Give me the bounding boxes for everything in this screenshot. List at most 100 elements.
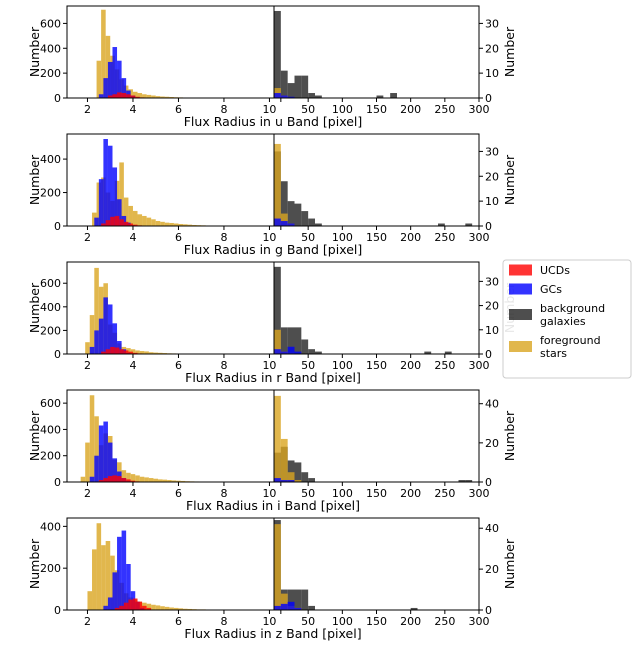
- y-tick-label: 30: [485, 145, 499, 158]
- foreground-stars-bar: [126, 472, 131, 482]
- legend-label: GCs: [540, 283, 562, 296]
- foreground-stars-bar: [160, 96, 165, 98]
- y-tick-label: 200: [40, 324, 61, 337]
- foreground-stars-bar: [176, 480, 181, 482]
- ucds-bar: [132, 224, 138, 226]
- legend-label: UCDs: [540, 264, 570, 277]
- foreground-stars-bar: [187, 608, 193, 610]
- x-tick-label: 4: [129, 359, 136, 372]
- y-tick-label: 10: [485, 67, 499, 80]
- y-tick-label: 400: [40, 301, 61, 314]
- gcs-bar: [287, 96, 295, 98]
- legend-swatch: [509, 283, 532, 295]
- gcs-bar: [103, 297, 108, 354]
- gcs-bar: [107, 442, 113, 482]
- y-tick-label: 600: [40, 17, 61, 30]
- gcs-bar: [94, 330, 99, 354]
- foreground-stars-bar: [105, 541, 111, 610]
- y-tick-label: 10: [485, 195, 499, 208]
- x-tick-label: 10: [262, 103, 276, 116]
- x-tick-label: 6: [175, 615, 182, 628]
- foreground-stars-bar: [274, 143, 281, 226]
- gcs-bar: [89, 346, 95, 354]
- foreground-stars-bar: [85, 442, 90, 482]
- y-axis-label-left: Number: [27, 154, 42, 205]
- ucds-bar: [128, 351, 133, 354]
- background-galaxies-bar: [274, 266, 281, 354]
- background-galaxies-bar: [287, 327, 295, 354]
- foreground-stars-bar: [164, 606, 170, 610]
- ucds-bar: [105, 220, 111, 226]
- y-tick-label: 20: [485, 437, 499, 450]
- panel-z-band: 2 4 6 8 10 50 100 150 200 250 300020040002040Flux …: [27, 517, 517, 641]
- y-axis-label-left: Number: [27, 282, 42, 333]
- foreground-stars-bar: [128, 205, 133, 226]
- gcs-bar: [274, 349, 281, 354]
- foreground-stars-bar: [121, 470, 127, 482]
- background-galaxies-bar: [424, 351, 432, 354]
- background-galaxies-bar: [287, 460, 295, 482]
- background-galaxies-bar: [308, 93, 315, 98]
- x-tick-label: 50: [301, 231, 315, 244]
- foreground-stars-bar: [169, 222, 174, 226]
- foreground-stars-bar: [146, 603, 152, 610]
- gcs-bar: [98, 94, 104, 98]
- x-tick-label: 100: [332, 615, 353, 628]
- legend-label: stars: [540, 347, 567, 360]
- y-tick-label: 0: [54, 604, 61, 617]
- foreground-stars-bar: [151, 219, 156, 226]
- x-tick-label: 250: [434, 615, 455, 628]
- y-tick-label: 200: [40, 67, 61, 80]
- ucds-bar: [112, 475, 118, 482]
- x-tick-label: 50: [301, 615, 315, 628]
- legend-swatch: [509, 264, 532, 276]
- gcs-bar: [89, 476, 95, 482]
- foreground-stars-bar: [157, 352, 163, 354]
- background-galaxies-bar: [301, 211, 309, 226]
- background-galaxies-bar: [458, 480, 466, 482]
- gcs-bar: [112, 572, 118, 610]
- ucds-bar: [117, 476, 122, 482]
- x-tick-label: 8: [220, 487, 227, 500]
- foreground-stars-bar: [155, 605, 161, 610]
- foreground-stars-bar: [146, 217, 152, 226]
- ucds-bar: [126, 479, 131, 482]
- background-galaxies-bar: [287, 589, 295, 610]
- x-tick-label: 300: [469, 487, 490, 500]
- gcs-bar: [274, 478, 281, 482]
- gcs-bar: [112, 47, 118, 98]
- foreground-stars-bar: [274, 329, 281, 354]
- foreground-stars-bar: [192, 224, 197, 226]
- foreground-stars-bar: [169, 607, 174, 610]
- ucds-bar: [142, 605, 147, 610]
- legend-swatch: [509, 341, 532, 352]
- foreground-stars-bar: [139, 351, 145, 354]
- background-galaxies-bar: [308, 218, 315, 226]
- gcs-bar: [107, 597, 113, 610]
- x-tick-label: 8: [220, 231, 227, 244]
- background-galaxies-bar: [294, 462, 302, 482]
- y-tick-label: 0: [485, 92, 492, 105]
- ucds-bar: [121, 478, 127, 482]
- gcs-bar: [94, 455, 99, 482]
- background-galaxies-bar: [274, 10, 281, 98]
- foreground-stars-bar: [144, 351, 149, 354]
- legend-label: galaxies: [540, 315, 586, 328]
- gcs-bar: [98, 425, 104, 482]
- background-galaxies-bar: [301, 589, 309, 610]
- foreground-stars-bar: [162, 479, 168, 482]
- y-tick-label: 200: [40, 562, 61, 575]
- gcs-bar: [287, 346, 295, 354]
- x-tick-label: 100: [332, 487, 353, 500]
- gcs-bar: [103, 605, 108, 610]
- legend-label: foreground: [540, 334, 601, 347]
- x-tick-label: 250: [434, 103, 455, 116]
- foreground-stars-bar: [89, 315, 95, 354]
- x-tick-label: 10: [262, 615, 276, 628]
- x-tick-label: 150: [366, 103, 387, 116]
- axes-frame: [66, 517, 480, 611]
- ucds-bar: [103, 478, 108, 482]
- x-tick-label: 4: [129, 615, 136, 628]
